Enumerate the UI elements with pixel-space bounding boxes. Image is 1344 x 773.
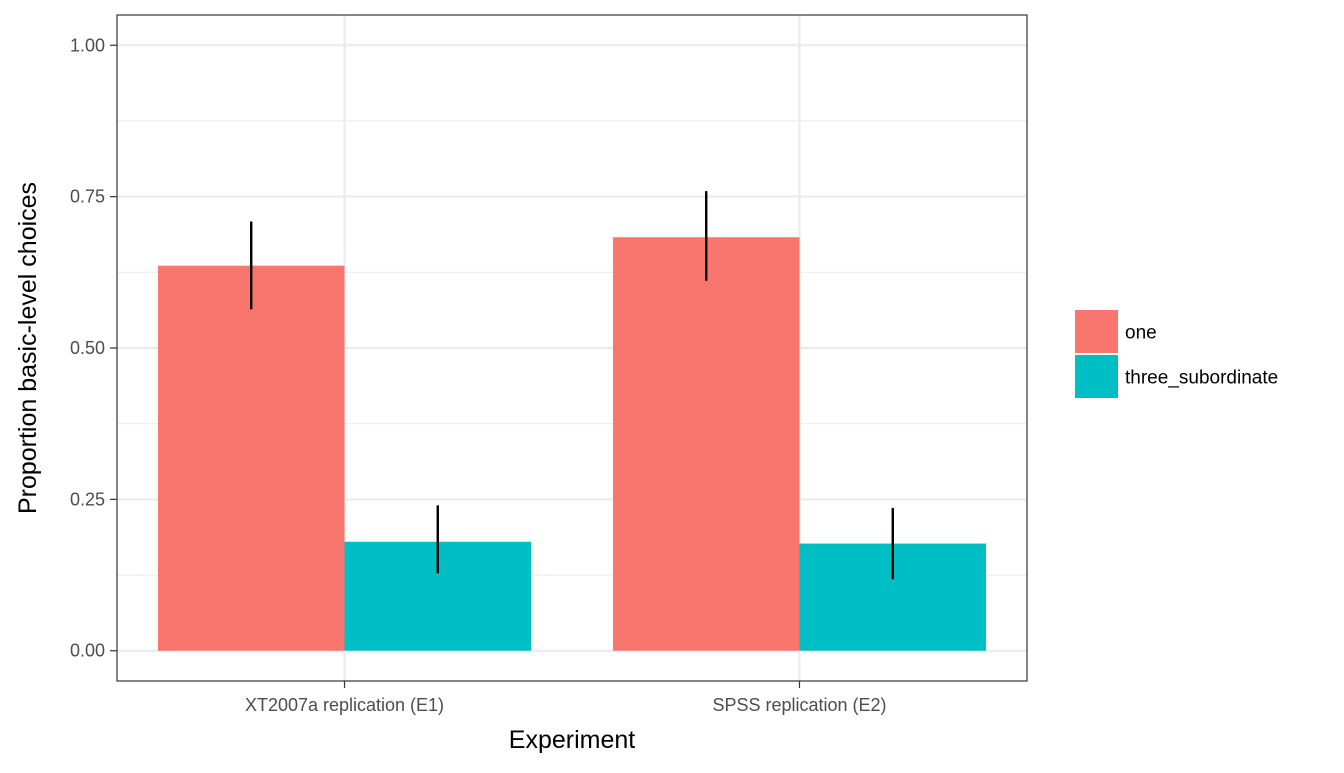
y-tick-label: 1.00	[70, 35, 105, 55]
bar-one-1	[612, 237, 800, 651]
y-tick-label: 0.25	[70, 489, 105, 509]
x-tick-label: XT2007a replication (E1)	[245, 695, 444, 715]
y-tick-label: 0.00	[70, 641, 105, 661]
legend-key-three_subordinate	[1075, 355, 1118, 398]
legend-key-one	[1075, 310, 1118, 353]
y-tick-label: 0.50	[70, 338, 105, 358]
y-axis-title: Proportion basic-level choices	[14, 182, 42, 514]
bars	[157, 237, 987, 651]
legend-label-one: one	[1125, 323, 1157, 344]
bar-one-0	[157, 265, 345, 651]
legend: one three_subordinate	[1075, 310, 1278, 398]
x-tick-label: SPSS replication (E2)	[712, 695, 886, 715]
axes: 0.00 0.25 0.50 0.75 1.00 XT2007a replication …	[70, 35, 887, 715]
legend-label-three_subordinate: three_subordinate	[1125, 368, 1278, 389]
error-bars	[250, 191, 894, 580]
y-tick-label: 0.75	[70, 187, 105, 207]
x-axis-title: Experiment	[509, 726, 635, 754]
